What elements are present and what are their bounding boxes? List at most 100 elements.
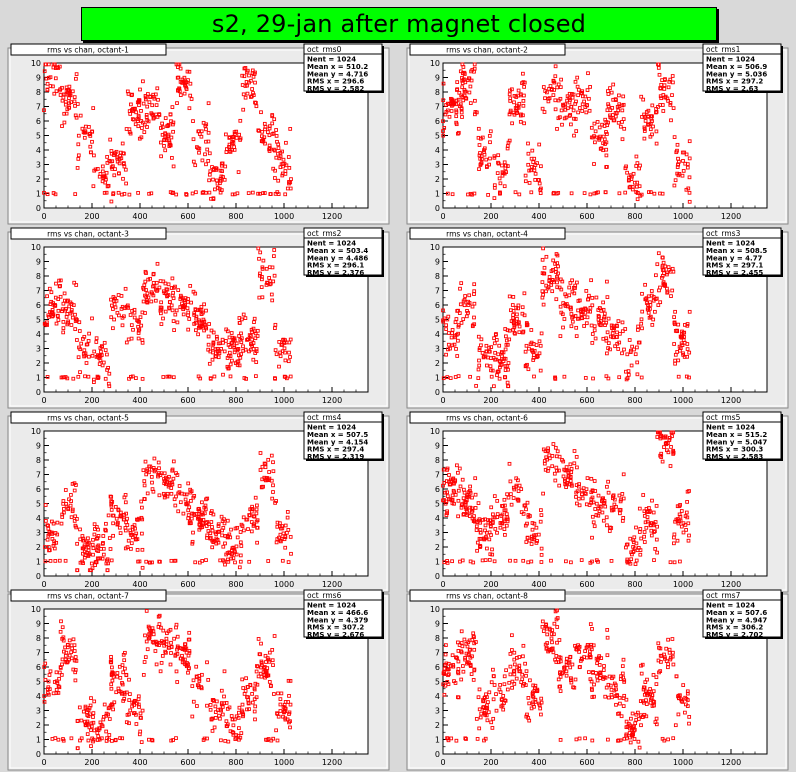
- data-point: [283, 534, 288, 538]
- data-point: [209, 520, 214, 524]
- data-point: [618, 331, 622, 336]
- data-point: [69, 323, 74, 327]
- data-point: [596, 493, 601, 498]
- data-point: [150, 480, 154, 485]
- x-tick-label: 0: [440, 212, 445, 221]
- data-point: [274, 128, 278, 132]
- data-point: [257, 129, 261, 133]
- data-point: [620, 329, 625, 334]
- data-point: [473, 112, 477, 117]
- data-point: [523, 173, 528, 178]
- data-point: [572, 133, 576, 138]
- data-point: [163, 309, 168, 314]
- data-point: [76, 355, 81, 360]
- data-point: [232, 145, 236, 149]
- data-point: [176, 87, 181, 92]
- data-point: [606, 376, 611, 381]
- data-point: [251, 326, 256, 331]
- data-point: [257, 256, 261, 261]
- y-tick-label: 6: [36, 117, 41, 126]
- data-point: [540, 280, 545, 284]
- data-point: [135, 119, 140, 123]
- data-point: [558, 115, 562, 120]
- data-point: [267, 470, 271, 474]
- data-point: [63, 298, 67, 303]
- data-point: [135, 117, 140, 121]
- data-point: [83, 129, 88, 134]
- data-point: [240, 524, 245, 528]
- data-point: [553, 74, 558, 79]
- data-point: [94, 560, 99, 565]
- data-point: [187, 106, 192, 111]
- data-point: [125, 545, 130, 549]
- data-point: [523, 179, 528, 184]
- data-point: [654, 129, 659, 134]
- data-point: [662, 87, 667, 91]
- data-point: [517, 330, 522, 335]
- data-point: [211, 197, 216, 201]
- data-point: [687, 309, 692, 314]
- stats-name: oct_rms5: [706, 413, 741, 422]
- data-point: [195, 308, 200, 313]
- data-point: [535, 161, 539, 165]
- data-point: [144, 113, 149, 117]
- data-point: [80, 126, 85, 131]
- data-point: [85, 542, 90, 546]
- data-point: [169, 491, 174, 496]
- data-point: [225, 329, 230, 334]
- data-point: [56, 318, 61, 322]
- data-point: [625, 352, 630, 357]
- data-point: [521, 80, 526, 84]
- data-point: [447, 473, 451, 477]
- data-point: [130, 92, 134, 97]
- data-point: [624, 377, 629, 382]
- data-point: [476, 376, 481, 380]
- data-point: [82, 549, 87, 554]
- data-point: [130, 374, 135, 379]
- data-point: [587, 96, 591, 101]
- data-point: [255, 525, 259, 530]
- data-point: [527, 168, 532, 173]
- stats-name: oct_rms3: [706, 229, 741, 238]
- data-point: [569, 191, 574, 196]
- data-point: [215, 346, 220, 351]
- data-point: [270, 298, 275, 303]
- data-point: [271, 460, 275, 465]
- data-point: [462, 303, 467, 308]
- data-point: [554, 297, 559, 302]
- data-point: [133, 106, 137, 111]
- data-point: [455, 80, 460, 84]
- data-point: [549, 558, 553, 563]
- data-point: [468, 101, 473, 105]
- data-point: [53, 559, 58, 563]
- y-tick-label: 1: [435, 736, 440, 745]
- data-point: [197, 517, 202, 522]
- data-point: [112, 173, 117, 178]
- data-point: [597, 125, 602, 130]
- data-point: [684, 510, 689, 515]
- data-point: [220, 528, 224, 533]
- data-point: [644, 297, 648, 302]
- data-point: [540, 257, 545, 262]
- x-tick-label: 600: [180, 580, 195, 589]
- data-point: [687, 190, 692, 195]
- data-point: [537, 181, 542, 186]
- data-point: [235, 348, 240, 353]
- data-point: [72, 99, 77, 104]
- data-point: [558, 304, 563, 309]
- data-point: [468, 374, 472, 379]
- data-point: [177, 490, 182, 495]
- data-point: [592, 162, 596, 166]
- data-point: [129, 336, 134, 341]
- data-point: [531, 358, 536, 362]
- data-point: [143, 459, 148, 464]
- data-point: [111, 513, 116, 518]
- data-point: [207, 190, 212, 195]
- y-tick-label: 3: [435, 707, 440, 716]
- data-point: [646, 310, 651, 315]
- data-point: [654, 537, 659, 542]
- data-point: [642, 115, 647, 119]
- data-point: [67, 105, 72, 110]
- y-tick-label: 0: [435, 388, 440, 397]
